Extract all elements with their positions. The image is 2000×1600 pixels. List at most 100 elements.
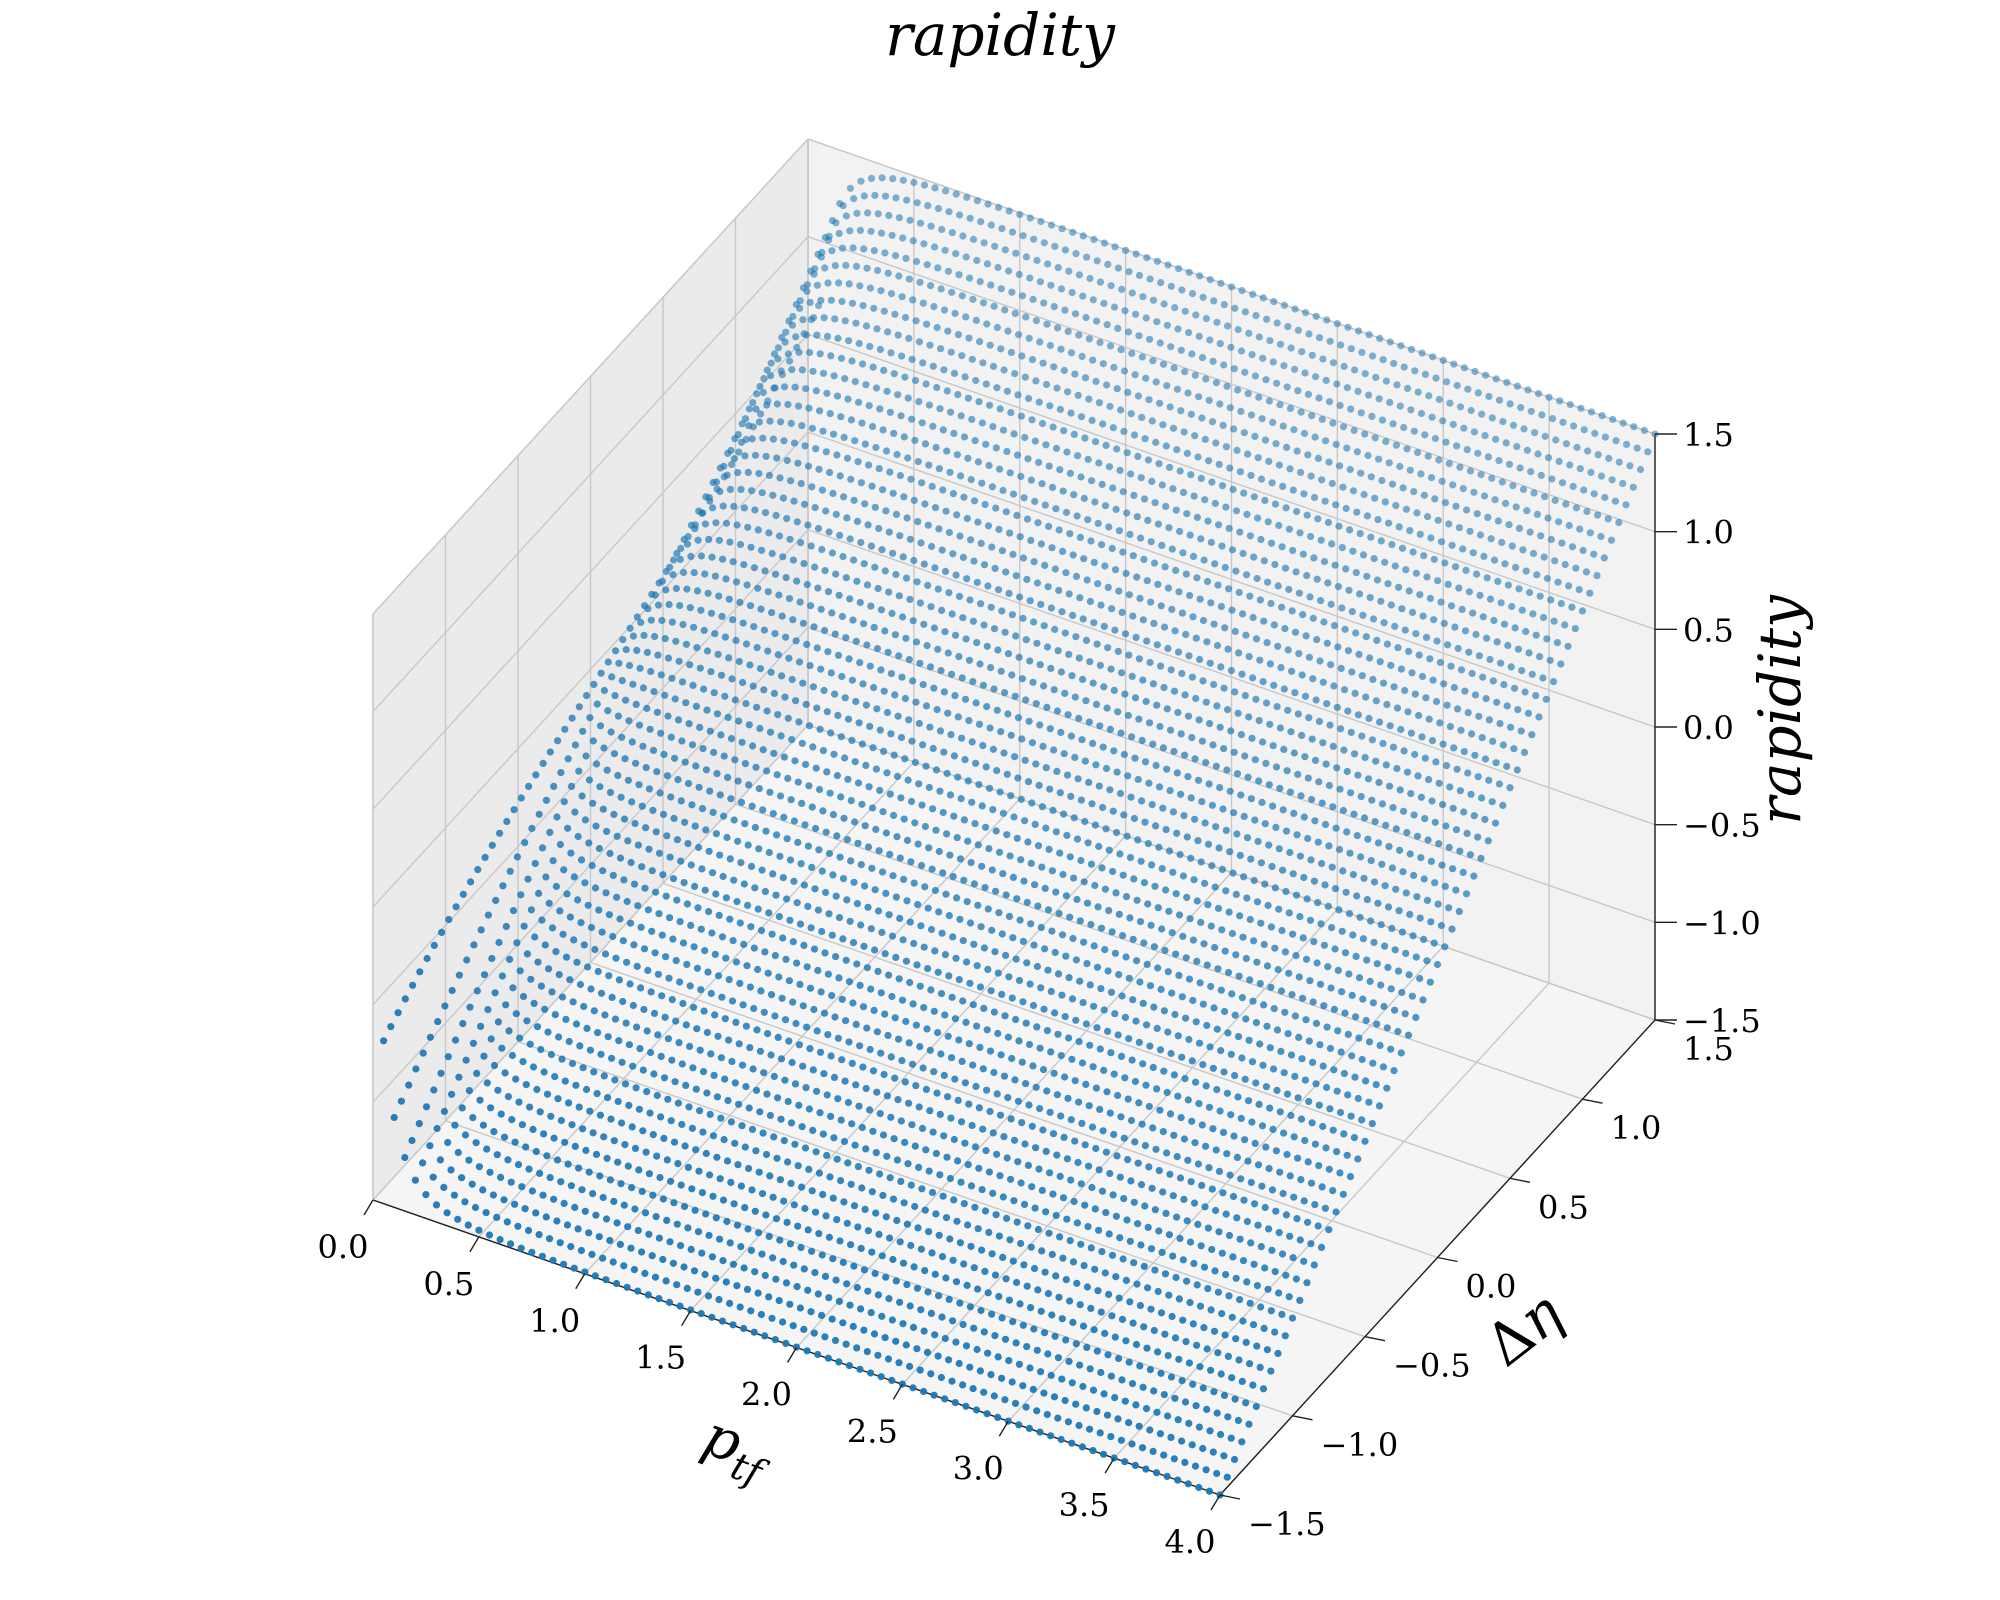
scatter-point bbox=[1042, 380, 1051, 389]
scatter-point bbox=[936, 727, 945, 735]
scatter-point bbox=[928, 482, 936, 490]
scatter-point bbox=[1121, 690, 1129, 698]
scatter-point bbox=[709, 808, 717, 817]
scatter-point bbox=[585, 839, 593, 847]
scatter-point bbox=[1061, 1396, 1069, 1405]
scatter-point bbox=[1230, 365, 1238, 373]
scatter-point bbox=[749, 1065, 757, 1073]
scatter-point bbox=[821, 567, 829, 575]
scatter-point bbox=[1051, 1332, 1059, 1340]
scatter-point bbox=[1224, 1029, 1232, 1037]
scatter-point bbox=[1011, 1399, 1020, 1407]
scatter-point bbox=[1359, 611, 1367, 619]
scatter-point bbox=[934, 585, 942, 593]
scatter-point bbox=[1157, 602, 1165, 610]
scatter-point bbox=[1005, 912, 1014, 921]
scatter-point bbox=[703, 1089, 711, 1097]
scatter-point bbox=[642, 824, 650, 832]
scatter-point bbox=[1517, 727, 1525, 735]
scatter-point bbox=[959, 937, 967, 945]
scatter-point bbox=[1181, 307, 1189, 315]
scatter-point bbox=[742, 700, 750, 708]
scatter-point bbox=[906, 216, 914, 224]
scatter-point bbox=[1051, 1009, 1059, 1017]
scatter-point bbox=[879, 486, 887, 494]
scatter-point bbox=[1182, 630, 1190, 639]
scatter-point bbox=[999, 426, 1008, 434]
scatter-point bbox=[1184, 389, 1192, 397]
scatter-point bbox=[1117, 729, 1125, 737]
scatter-point bbox=[549, 1256, 557, 1264]
scatter-point bbox=[1271, 944, 1279, 952]
scatter-point bbox=[1286, 465, 1294, 473]
scatter-point bbox=[606, 1236, 614, 1245]
scatter-point bbox=[1009, 550, 1017, 559]
scatter-point bbox=[1291, 628, 1300, 636]
scatter-point bbox=[1165, 1291, 1173, 1299]
scatter-point bbox=[592, 1150, 601, 1158]
scatter-point bbox=[1115, 910, 1123, 918]
scatter-point bbox=[1371, 494, 1379, 502]
scatter-point bbox=[1288, 1314, 1297, 1322]
scatter-point bbox=[1325, 458, 1333, 466]
scatter-point bbox=[817, 988, 825, 996]
scatter-point bbox=[768, 1314, 776, 1322]
scatter-point bbox=[1263, 1022, 1271, 1030]
scatter-point bbox=[1279, 482, 1287, 490]
scatter-point bbox=[1257, 919, 1265, 927]
scatter-point bbox=[1410, 811, 1418, 819]
scatter-point bbox=[898, 1380, 907, 1388]
scatter-point bbox=[825, 236, 833, 244]
scatter-point bbox=[1346, 526, 1354, 534]
scatter-point bbox=[978, 1246, 986, 1254]
scatter-point bbox=[770, 749, 778, 758]
scatter-point bbox=[1124, 388, 1132, 396]
x-tick-label: 2.5 bbox=[847, 1412, 898, 1450]
scatter-point bbox=[874, 584, 882, 593]
scatter-point bbox=[827, 1052, 835, 1060]
scatter-point bbox=[1187, 471, 1195, 479]
scatter-point bbox=[918, 479, 926, 487]
scatter-point bbox=[1336, 401, 1344, 409]
scatter-point bbox=[746, 1044, 754, 1052]
scatter-point bbox=[1167, 1373, 1176, 1381]
scatter-point bbox=[1244, 773, 1252, 781]
scatter-point bbox=[741, 452, 749, 460]
scatter-point bbox=[971, 1143, 980, 1151]
scatter-point bbox=[1050, 1393, 1059, 1401]
scatter-point bbox=[1096, 338, 1104, 346]
scatter-point bbox=[1255, 333, 1263, 341]
scatter-point bbox=[1038, 480, 1046, 488]
scatter-point bbox=[1008, 288, 1016, 296]
scatter-point bbox=[1333, 1087, 1341, 1095]
x-tick-label: 0.5 bbox=[423, 1265, 474, 1303]
scatter-point bbox=[604, 1094, 612, 1102]
scatter-point bbox=[1088, 1123, 1097, 1131]
scatter-point bbox=[832, 219, 840, 227]
scatter-point bbox=[1287, 344, 1295, 352]
scatter-point bbox=[1188, 1057, 1196, 1065]
scatter-point bbox=[1158, 1248, 1166, 1256]
scatter-point bbox=[1276, 784, 1284, 793]
scatter-point bbox=[511, 1138, 519, 1146]
scatter-point bbox=[1059, 547, 1067, 556]
scatter-point bbox=[554, 1095, 562, 1103]
scatter-point bbox=[1150, 619, 1158, 628]
scatter-point bbox=[1337, 664, 1345, 673]
scatter-point bbox=[610, 1137, 618, 1145]
scatter-point bbox=[1101, 885, 1109, 893]
scatter-point bbox=[499, 882, 507, 890]
scatter-point bbox=[882, 829, 891, 837]
scatter-point bbox=[1379, 356, 1387, 364]
scatter-point bbox=[716, 791, 724, 799]
scatter-point bbox=[521, 1205, 529, 1213]
scatter-point bbox=[1266, 337, 1274, 345]
scatter-point bbox=[671, 1078, 679, 1086]
scatter-point bbox=[861, 1205, 869, 1213]
scatter-point bbox=[1215, 521, 1223, 529]
scatter-point bbox=[1268, 1246, 1276, 1254]
scatter-point bbox=[1003, 447, 1011, 456]
scatter-point bbox=[1575, 586, 1583, 594]
scatter-point bbox=[1253, 1342, 1261, 1350]
scatter-point bbox=[625, 717, 633, 725]
